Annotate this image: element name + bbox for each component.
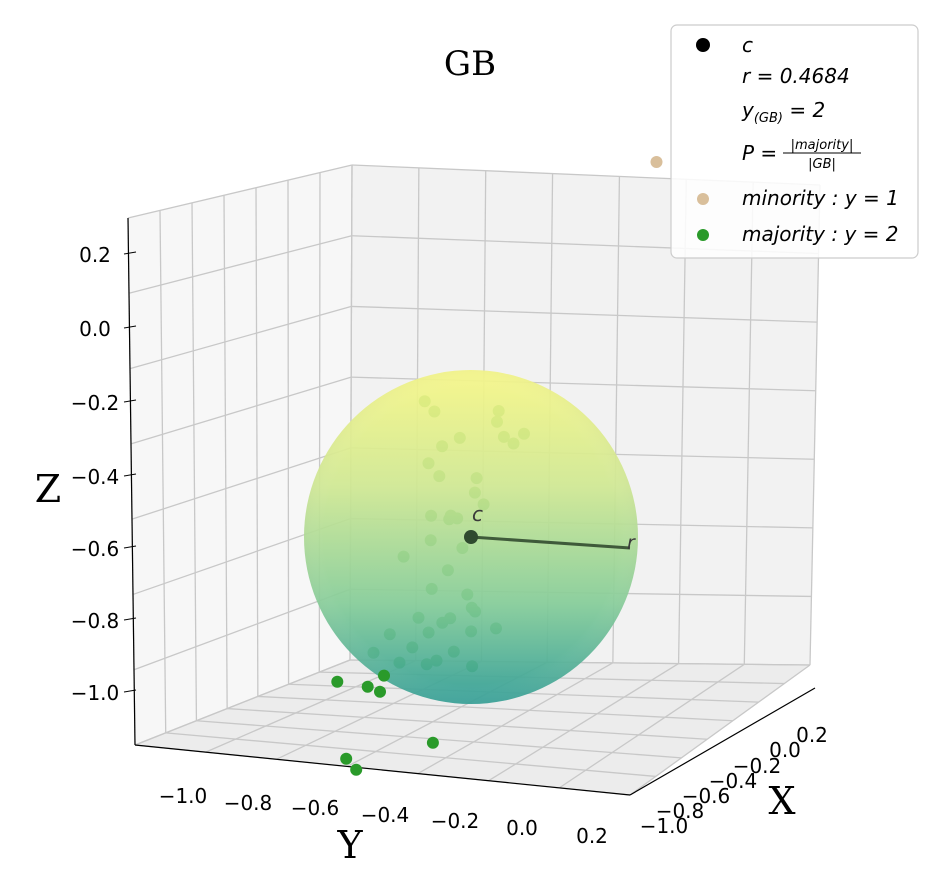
z-tick-mark	[123, 617, 137, 621]
grid-line	[488, 663, 679, 782]
radius-line	[470, 535, 631, 550]
grid-line	[131, 447, 352, 520]
x-tick-label: −0.8	[656, 799, 705, 823]
grid-line	[558, 663, 745, 789]
center-label: c	[472, 502, 483, 526]
legend-minority-marker	[697, 193, 709, 205]
points-in-front	[331, 156, 663, 776]
y-tick-label: 0.0	[506, 816, 538, 840]
left-pane	[128, 165, 352, 745]
legend-majority-label: majority : y = 2	[742, 222, 898, 246]
legend-purity-numerator: |majority|	[791, 138, 854, 153]
y-tick-labels: −1.0 −0.8 −0.6 −0.4 −0.2 0.0 0.2	[159, 784, 608, 848]
majority-point	[331, 675, 344, 688]
z-tick-mark	[123, 689, 137, 693]
center-point	[464, 530, 478, 544]
legend-purity-lhs: P =	[742, 141, 777, 165]
legend-purity-denominator: |GB|	[808, 157, 836, 172]
grid-line	[196, 720, 682, 759]
grid-line	[165, 732, 656, 778]
majority-point	[361, 680, 374, 693]
z-tick-label: −0.4	[71, 465, 120, 489]
z-tick-mark	[123, 545, 137, 549]
x-tick-label: −0.2	[733, 754, 782, 778]
grid-line	[127, 164, 353, 219]
grid-line	[191, 202, 198, 721]
grid-line	[130, 376, 352, 445]
radius-label: r	[627, 532, 636, 554]
x-tick-label: 0.2	[796, 723, 828, 747]
grid-line	[128, 235, 352, 294]
grid-line	[677, 179, 687, 664]
z-tick-label: −0.8	[71, 609, 120, 633]
y-tick-label: −0.2	[431, 809, 480, 833]
z-tick-label: 0.0	[79, 317, 111, 341]
z-axis-label: Z	[35, 467, 61, 511]
grid-line	[417, 662, 614, 775]
z-tick-label: −0.2	[71, 391, 120, 415]
grid-line	[133, 588, 351, 671]
legend-center-marker	[696, 38, 710, 52]
legend-label-value: y(GB) = 2	[741, 98, 825, 126]
minority-point	[650, 156, 663, 168]
z-tick-label: −1.0	[71, 681, 120, 705]
z-tick-labels: 0.2 0.0 −0.2 −0.4 −0.6 −0.8 −1.0	[71, 243, 137, 705]
y-tick-label: −0.8	[224, 791, 273, 815]
y-axis-label: Y	[336, 823, 363, 867]
x-axis-label: X	[768, 779, 795, 823]
grid-line	[629, 664, 811, 796]
y-axis-line	[134, 744, 631, 796]
z-tick-mark	[123, 473, 137, 477]
grid-line	[159, 210, 167, 733]
legend-majority-marker	[697, 229, 709, 241]
grid-line	[134, 659, 351, 746]
y-tick-label: 0.2	[576, 824, 608, 848]
majority-point	[340, 752, 353, 765]
grid-line	[255, 187, 259, 697]
majority-point	[374, 685, 386, 698]
grid-line	[257, 695, 733, 722]
legend-radius-label: r = 0.4684	[742, 64, 850, 88]
x-tick-label: −0.4	[709, 769, 758, 793]
x-tick-label: 0.0	[769, 738, 801, 762]
grid-line	[809, 184, 821, 666]
z-axis-line	[127, 217, 136, 746]
grid-line	[287, 180, 290, 685]
z-tick-label: −0.6	[71, 537, 120, 561]
ball-center-radius: c r	[464, 502, 636, 554]
y-tick-label: −0.4	[361, 803, 410, 827]
legend: c r = 0.4684 y(GB) = 2 P = |majority| |G…	[670, 24, 919, 259]
majority-point	[378, 669, 390, 682]
y-tick-label: −1.0	[159, 784, 208, 808]
axis-edges	[127, 217, 816, 796]
grid-line	[129, 305, 352, 370]
grid-line	[227, 707, 708, 740]
legend-center-label: c	[742, 33, 753, 57]
z-tick-mark	[123, 325, 137, 329]
chart-title: GB	[444, 44, 496, 84]
majority-point	[426, 736, 439, 749]
legend-minority-label: minority : y = 1	[742, 186, 899, 210]
x-tick-labels: 0.20.0−0.2−0.4−0.6−0.8−1.0	[640, 723, 828, 838]
z-tick-mark	[123, 399, 137, 403]
majority-point	[350, 763, 363, 776]
floor-pane	[135, 660, 810, 795]
grid-line	[743, 182, 754, 665]
z-tick-label: 0.2	[79, 243, 111, 267]
z-tick-mark	[123, 251, 137, 255]
x-axis-line	[629, 687, 816, 796]
grid-line	[351, 305, 818, 323]
grid-line	[223, 195, 228, 709]
y-tick-label: −0.6	[291, 796, 340, 820]
x-tick-label: −0.6	[682, 784, 731, 808]
legend-frame	[670, 24, 919, 259]
x-tick-label: −1.0	[640, 814, 689, 838]
